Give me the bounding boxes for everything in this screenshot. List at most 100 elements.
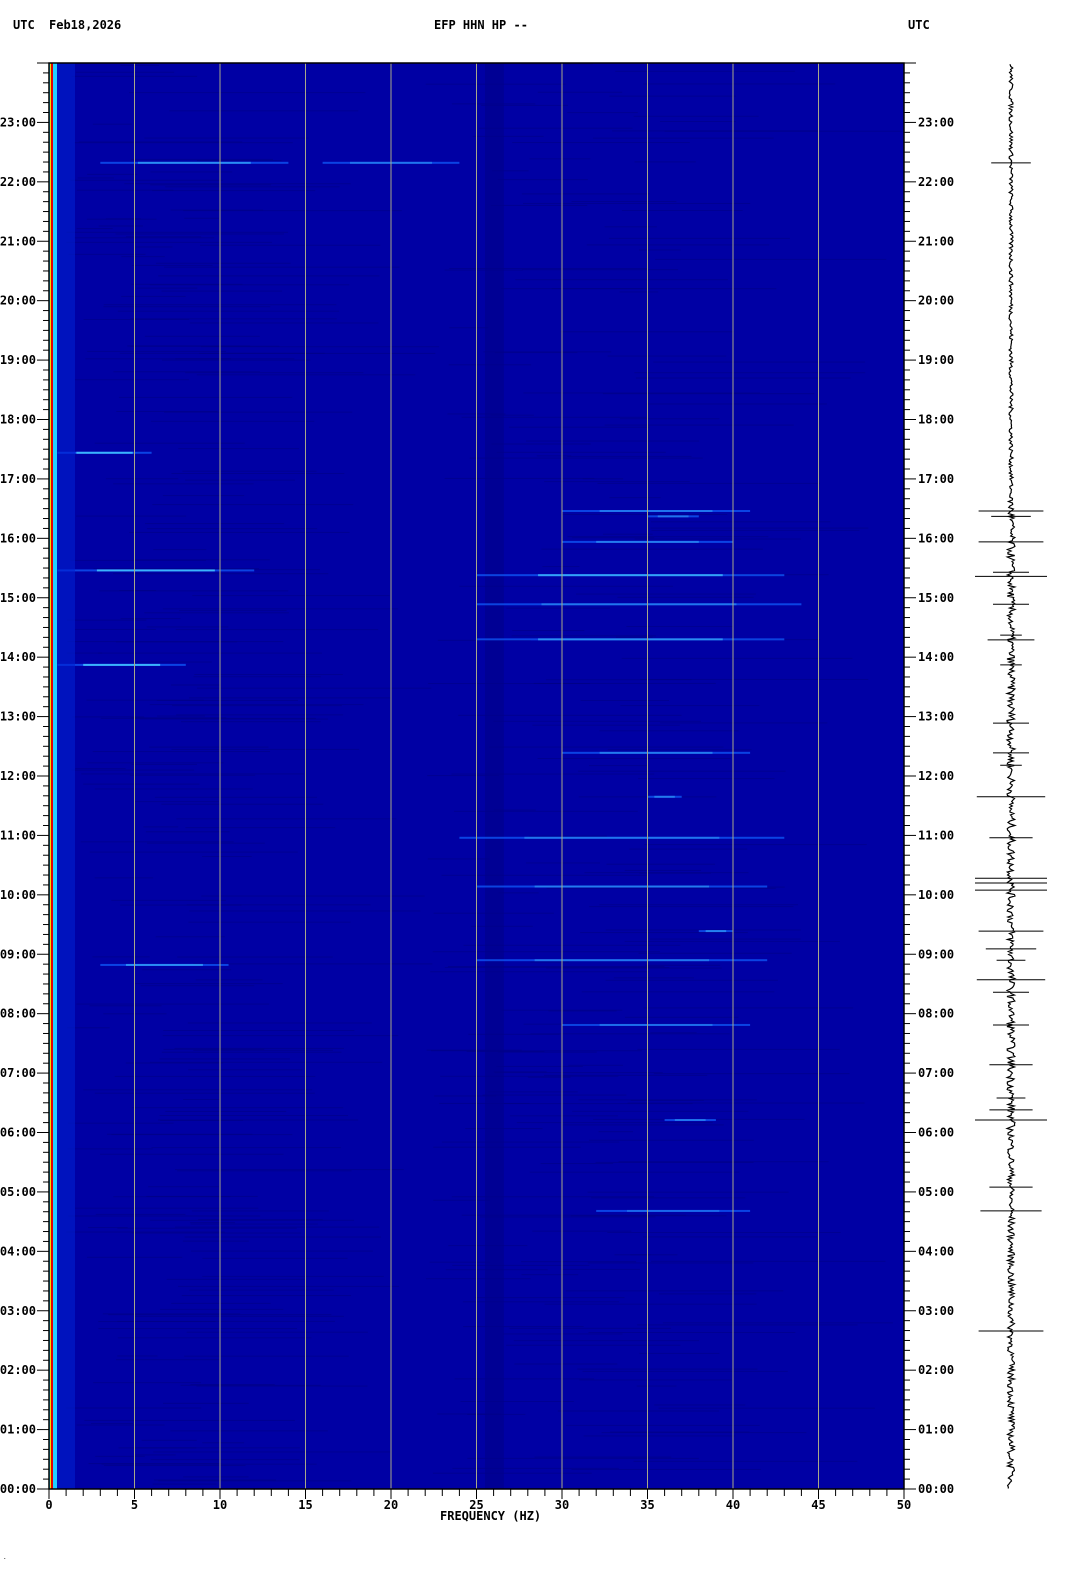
low-frequency-band: [49, 63, 75, 1489]
texture-streak: [134, 559, 270, 561]
texture-streak: [162, 495, 245, 497]
texture-streak: [515, 279, 728, 281]
y-tick-label-right: 10:00: [918, 888, 954, 902]
y-tick-label-right: 05:00: [918, 1185, 954, 1199]
texture-streak: [591, 1197, 746, 1199]
texture-streak: [99, 590, 289, 592]
texture-streak: [595, 1161, 754, 1163]
texture-streak: [427, 858, 490, 860]
texture-streak: [646, 403, 827, 405]
date-label: Feb18,2026: [49, 18, 121, 32]
texture-streak: [502, 1333, 623, 1335]
texture-streak: [589, 906, 794, 908]
texture-streak: [189, 697, 391, 699]
texture-streak: [608, 237, 790, 239]
texture-streak: [133, 1315, 344, 1317]
y-tick-label-right: 18:00: [918, 413, 954, 427]
texture-streak: [439, 1102, 530, 1104]
texture-streak: [551, 288, 777, 290]
texture-streak: [117, 1355, 158, 1357]
texture-streak: [516, 1122, 713, 1124]
texture-streak: [602, 533, 653, 535]
texture-streak: [127, 345, 251, 347]
texture-streak: [145, 831, 230, 833]
texture-streak: [521, 1274, 579, 1276]
texture-streak: [444, 966, 670, 968]
y-tick-label-left: 23:00: [0, 115, 36, 129]
texture-streak: [152, 504, 354, 506]
texture-streak: [119, 352, 325, 354]
texture-streak: [117, 1337, 312, 1339]
left-timezone-label: UTC: [13, 18, 35, 32]
spectrogram-events: [57, 161, 802, 1212]
texture-streak: [469, 457, 703, 459]
texture-streak: [139, 718, 329, 720]
texture-streak: [184, 1236, 382, 1238]
texture-streak: [89, 851, 298, 853]
texture-streak: [537, 91, 623, 93]
texture-streak: [164, 266, 400, 268]
texture-streak: [512, 630, 585, 632]
texture-streak: [131, 763, 197, 765]
texture-streak: [650, 521, 831, 523]
event-streak: [476, 885, 768, 888]
texture-streak: [458, 714, 682, 716]
texture-streak: [144, 612, 289, 614]
texture-streak: [171, 473, 345, 475]
texture-streak: [111, 899, 226, 901]
texture-streak: [626, 626, 734, 628]
texture-streak: [162, 1402, 249, 1404]
texture-streak: [545, 679, 692, 681]
texture-streak: [437, 1413, 501, 1415]
texture-streak: [189, 322, 379, 324]
texture-streak: [649, 938, 801, 940]
texture-streak: [615, 636, 653, 638]
texture-streak: [66, 231, 289, 233]
texture-streak: [171, 1302, 271, 1304]
texture-streak: [171, 705, 342, 707]
texture-streak: [618, 1161, 829, 1163]
texture-streak: [432, 1472, 592, 1474]
texture-streak: [93, 568, 259, 570]
texture-streak: [504, 1103, 693, 1105]
texture-streak: [653, 1073, 850, 1075]
texture-streak: [568, 1064, 624, 1066]
texture-streak: [658, 1293, 757, 1295]
texture-streak: [185, 372, 364, 374]
texture-streak: [156, 699, 299, 701]
event-streak: [647, 515, 699, 518]
texture-streak: [193, 963, 433, 965]
texture-streak: [200, 244, 381, 246]
texture-streak: [92, 123, 132, 125]
dark-band-26hz: [485, 63, 504, 1489]
texture-streak: [609, 95, 737, 97]
texture-streak: [87, 762, 224, 764]
event-core: [83, 663, 161, 666]
texture-streak: [425, 1278, 531, 1280]
texture-streak: [565, 1290, 784, 1292]
texture-streak: [188, 921, 351, 923]
y-tick-label-right: 13:00: [918, 710, 954, 724]
texture-streak: [462, 1301, 620, 1303]
texture-streak: [182, 470, 317, 472]
texture-streak: [120, 64, 160, 66]
texture-streak: [86, 699, 204, 701]
texture-streak: [441, 874, 649, 876]
texture-streak: [587, 1191, 789, 1193]
texture-streak: [638, 249, 681, 251]
texture-streak: [144, 137, 309, 139]
texture-streak: [190, 1384, 275, 1386]
event-streak: [562, 751, 751, 754]
texture-streak: [101, 1463, 317, 1465]
y-tick-label-left: 01:00: [0, 1423, 36, 1437]
texture-streak: [134, 801, 219, 803]
texture-streak: [133, 1454, 176, 1456]
texture-streak: [637, 1048, 840, 1050]
texture-streak: [506, 1344, 681, 1346]
texture-streak: [523, 392, 760, 394]
texture-streak: [185, 479, 295, 481]
y-tick-label-left: 10:00: [0, 888, 36, 902]
event-core: [599, 510, 713, 513]
texture-streak: [174, 1226, 380, 1228]
y-tick-label-right: 03:00: [918, 1304, 954, 1318]
